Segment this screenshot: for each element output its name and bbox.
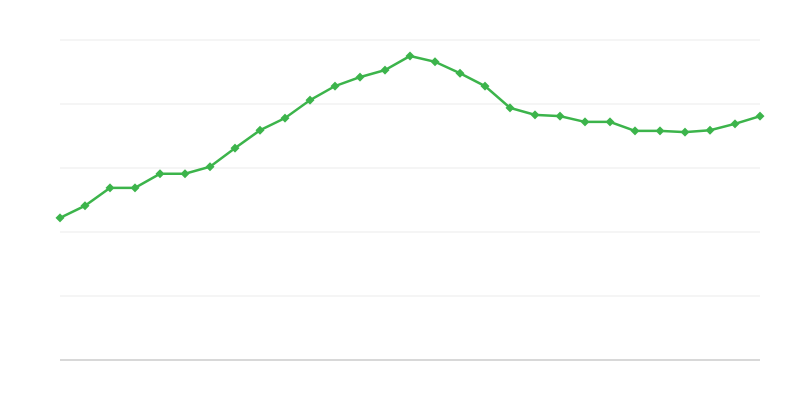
data-point — [130, 183, 140, 193]
data-point — [455, 68, 465, 78]
data-point — [505, 103, 515, 113]
data-point — [105, 183, 115, 193]
series-line — [59, 54, 761, 220]
data-point — [230, 143, 240, 153]
data-point — [630, 126, 640, 136]
data-point — [430, 57, 440, 67]
data-point — [305, 95, 315, 105]
data-point — [480, 81, 490, 91]
data-point — [80, 201, 90, 211]
data-point — [180, 169, 190, 179]
data-point — [205, 162, 215, 172]
gridlines — [60, 39, 760, 297]
data-point — [755, 111, 765, 121]
data-markers — [55, 51, 765, 223]
data-point — [330, 81, 340, 91]
data-point — [730, 119, 740, 129]
data-point — [255, 125, 265, 135]
data-point — [530, 110, 540, 120]
data-point — [155, 169, 165, 179]
data-point — [380, 65, 390, 75]
data-point — [555, 111, 565, 121]
data-point — [605, 117, 615, 127]
data-point — [705, 125, 715, 135]
data-point — [580, 117, 590, 127]
data-point — [680, 127, 690, 137]
data-point — [355, 72, 365, 82]
data-point — [405, 51, 415, 61]
data-point — [55, 213, 65, 223]
data-point — [280, 113, 290, 123]
data-point — [655, 126, 665, 136]
